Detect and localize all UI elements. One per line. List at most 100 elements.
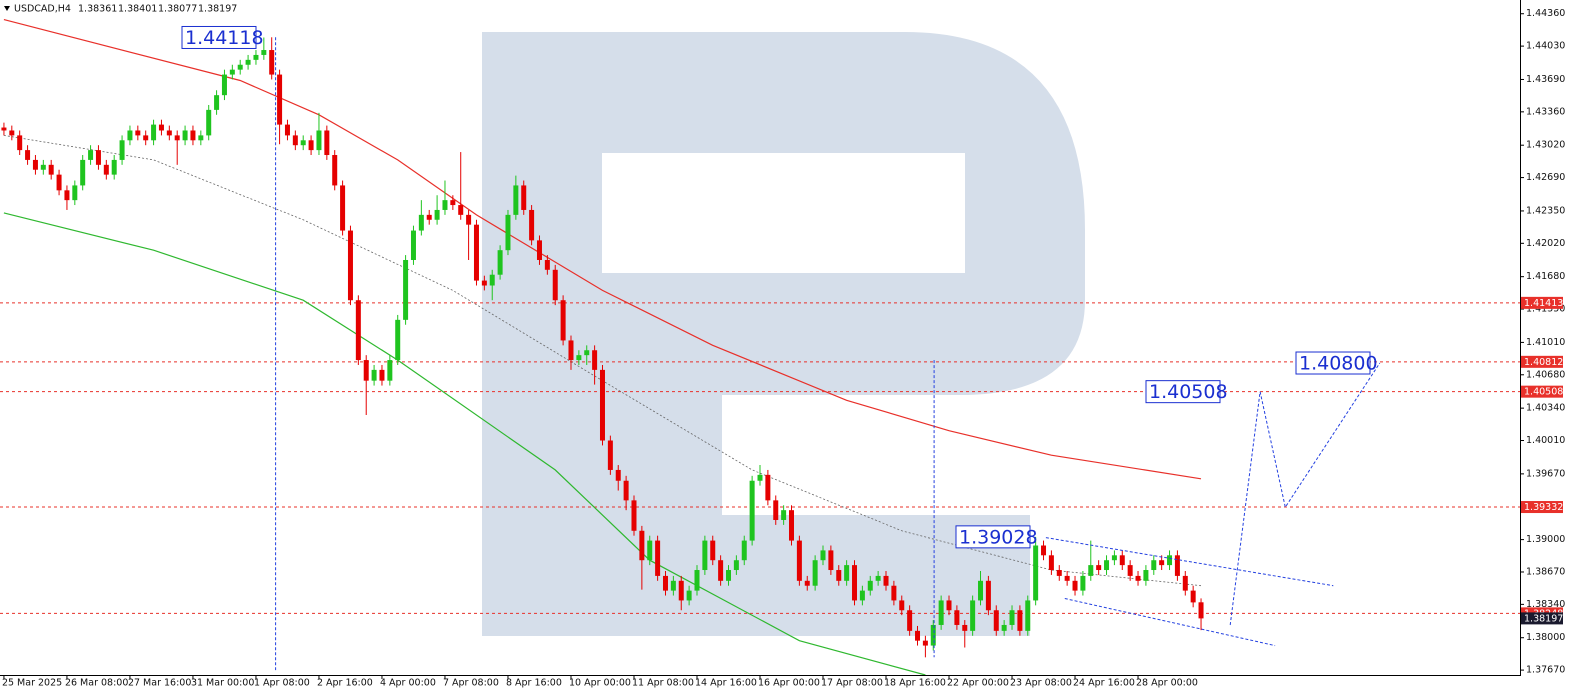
candle-body [710,540,716,561]
x-tick-label: 16 Apr 00:00 [758,678,820,689]
candle-body [300,140,306,146]
candle-body [820,550,826,561]
y-tick-label: 1.41680 [1526,271,1565,282]
x-tick-label: 11 Apr 08:00 [632,678,694,689]
annotation: 1.44118 [185,27,264,49]
candle-body [221,74,227,96]
annotation: 1.40800 [1299,353,1378,375]
candle-body [497,250,503,275]
candle-body [946,600,952,611]
candle-body [970,600,976,631]
candle-body [363,360,369,381]
candle-body [332,155,338,186]
candle-body [245,59,251,65]
candle-body [284,124,290,136]
candle-body [804,580,810,586]
candle-body [1159,560,1165,566]
candle-body [883,575,889,586]
candle-body [387,360,393,381]
x-tick-label: 22 Apr 00:00 [947,678,1009,689]
candle-body [481,280,487,286]
candle-body [852,565,858,601]
candle-body [678,580,684,601]
candle-body [9,130,15,136]
candle-body [1009,610,1015,625]
forecast-line [1045,537,1334,587]
candle-body [789,510,795,541]
candle-body [749,480,755,541]
candle-body [615,469,621,481]
candle-body [938,600,944,625]
y-tick-label: 1.43690 [1526,74,1565,85]
candle-body [229,69,235,75]
forecast-line [1229,362,1381,626]
level-label: 1.40812 [1524,357,1563,368]
candle-body [292,135,298,146]
candle-body [639,530,645,561]
candle-body [576,355,582,361]
candle-body [347,230,353,301]
candle-body [253,54,259,60]
candle-body [119,140,125,160]
candle-body [607,440,613,470]
candle-body [765,474,771,501]
y-tick-label: 1.42350 [1526,205,1565,216]
candle-body [48,164,54,175]
candle-body [410,230,416,260]
candle-body [269,50,275,75]
candle-body [182,130,188,141]
candle-body [72,185,78,201]
candle-body [135,130,141,136]
candle-body [261,50,267,55]
candle-body [206,109,212,136]
y-tick-label: 1.40010 [1526,435,1565,446]
x-tick-label: 27 Mar 16:00 [128,678,191,689]
candle-body [151,124,157,141]
candle-body [1190,590,1196,603]
candle-body [1080,575,1086,591]
menu-arrow[interactable] [4,6,10,11]
x-tick-label: 31 Mar 00:00 [191,678,254,689]
y-tick-label: 1.43020 [1526,140,1565,151]
candle-body [158,124,164,131]
header-high: 1.38401 [118,4,157,15]
x-tick-label: 1 Apr 08:00 [254,678,310,689]
x-tick-label: 2 Apr 16:00 [317,678,373,689]
candle-body [741,540,747,561]
candle-body [489,274,495,286]
x-tick-label: 23 Apr 08:00 [1010,678,1072,689]
candle-body [962,624,968,631]
candle-body [56,174,62,191]
candle-body [859,590,865,601]
candle-body [702,540,708,571]
candle-body [143,135,149,141]
x-tick-label: 17 Apr 08:00 [821,678,883,689]
candle-body [316,130,322,151]
candle-body [1151,560,1157,571]
candle-body [1182,575,1188,591]
header-low: 1.38077 [158,4,197,15]
candle-body [95,150,101,165]
annotation-box [1145,380,1221,404]
candle-body [844,565,850,581]
candle-body [922,640,928,646]
candle-body [796,540,802,581]
candle-body [25,150,31,160]
y-tick-label: 1.40680 [1526,369,1565,380]
candle-body [631,500,637,531]
candle-body [733,560,739,571]
candle-body [32,159,38,170]
candle-body [308,140,314,151]
candle-body [1111,555,1117,561]
candle-body [930,624,936,646]
x-tick-label: 4 Apr 00:00 [380,678,436,689]
candle-body [442,200,448,210]
price-label-box [1521,612,1563,625]
candle-body [662,575,668,591]
level-label: 1.39332 [1524,502,1563,513]
annotation: 1.39028 [959,526,1038,548]
y-tick-label: 1.41350 [1526,304,1565,315]
candle-body [1119,555,1125,566]
level-label-box [1521,355,1563,368]
